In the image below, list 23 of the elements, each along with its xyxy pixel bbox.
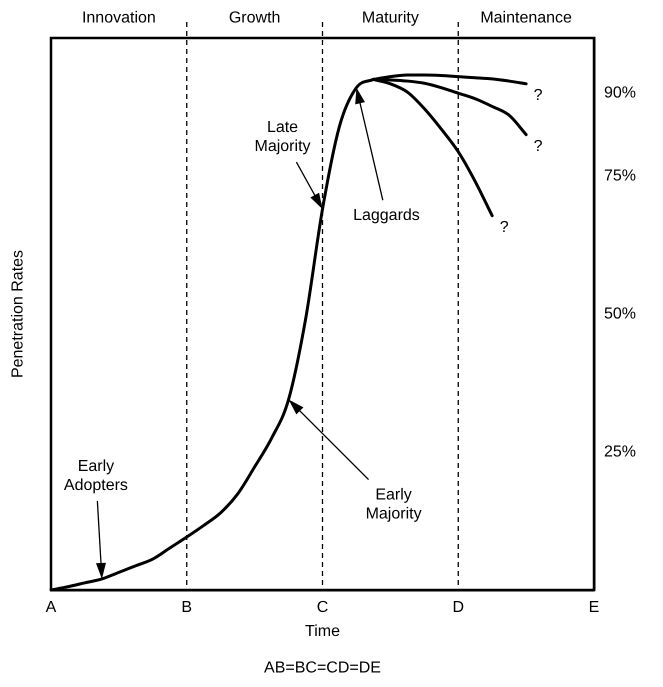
annotation: ? bbox=[500, 219, 509, 236]
x-tick-label: D bbox=[452, 599, 464, 616]
y-axis-title: Penetration Rates bbox=[9, 250, 26, 378]
text: Growth bbox=[228, 9, 280, 26]
y-tick-label: 75% bbox=[604, 167, 636, 184]
y-tick-label: 90% bbox=[604, 84, 636, 102]
y-tick-label: 50% bbox=[604, 305, 636, 322]
x-axis-title: Time bbox=[305, 622, 340, 640]
annotation: ? bbox=[534, 87, 543, 104]
text: Maintenance bbox=[480, 9, 572, 26]
annotation: Late Majority bbox=[254, 119, 311, 156]
annotation: ? bbox=[534, 138, 543, 156]
text: Maturity bbox=[362, 9, 419, 26]
annotation: Early Adopters bbox=[64, 458, 128, 494]
x-tick-label: B bbox=[181, 599, 192, 616]
x-tick-label: A bbox=[46, 599, 57, 616]
annotation: Laggards bbox=[353, 207, 420, 224]
x-tick-label: C bbox=[316, 599, 328, 616]
text: AB=BC=CD=DE bbox=[264, 659, 381, 676]
text: Innovation bbox=[82, 9, 156, 26]
x-tick-label: E bbox=[588, 599, 600, 616]
y-tick-label: 25% bbox=[604, 443, 636, 460]
annotation: Early Majority bbox=[366, 486, 422, 522]
